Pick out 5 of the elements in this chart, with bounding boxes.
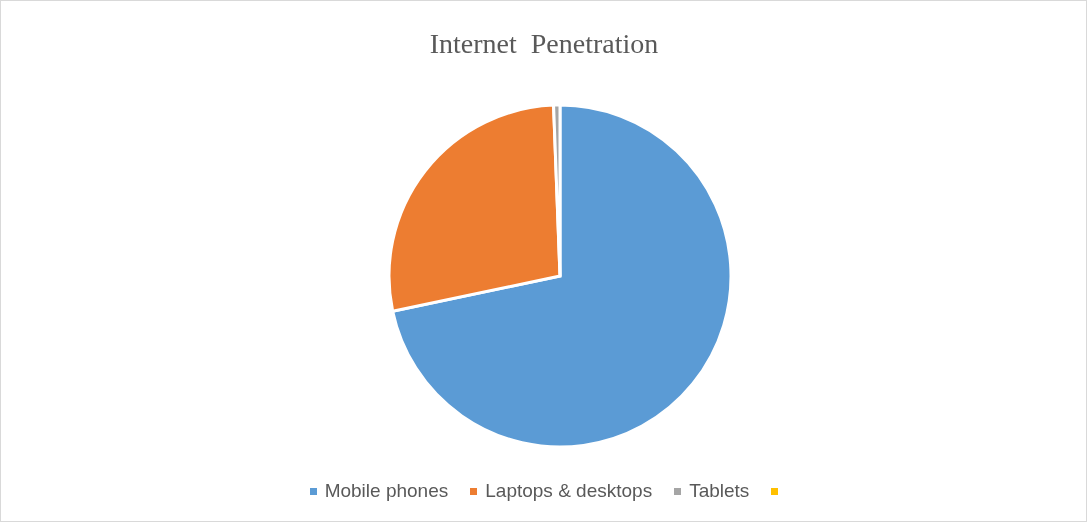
legend-label: Tablets <box>689 480 750 502</box>
legend-label: Mobile phones <box>324 480 449 502</box>
legend-label: Laptops & desktops <box>485 480 653 502</box>
chart-title: Internet Penetration <box>428 28 660 60</box>
pie-slice <box>391 103 733 449</box>
